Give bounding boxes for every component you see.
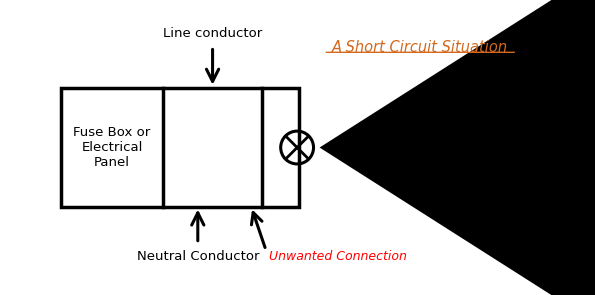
Text: A Short Circuit Situation: A Short Circuit Situation <box>332 40 508 55</box>
Text: Fuse Box or
Electrical
Panel: Fuse Box or Electrical Panel <box>73 126 151 169</box>
Bar <box>61 88 299 206</box>
Text: Electrical Load e.g a
Light Bulb or Lamp: Electrical Load e.g a Light Bulb or Lamp <box>409 130 544 158</box>
Text: Unwanted Connection: Unwanted Connection <box>269 250 407 263</box>
Text: Line conductor: Line conductor <box>163 27 262 40</box>
Text: Neutral Conductor: Neutral Conductor <box>136 250 259 263</box>
